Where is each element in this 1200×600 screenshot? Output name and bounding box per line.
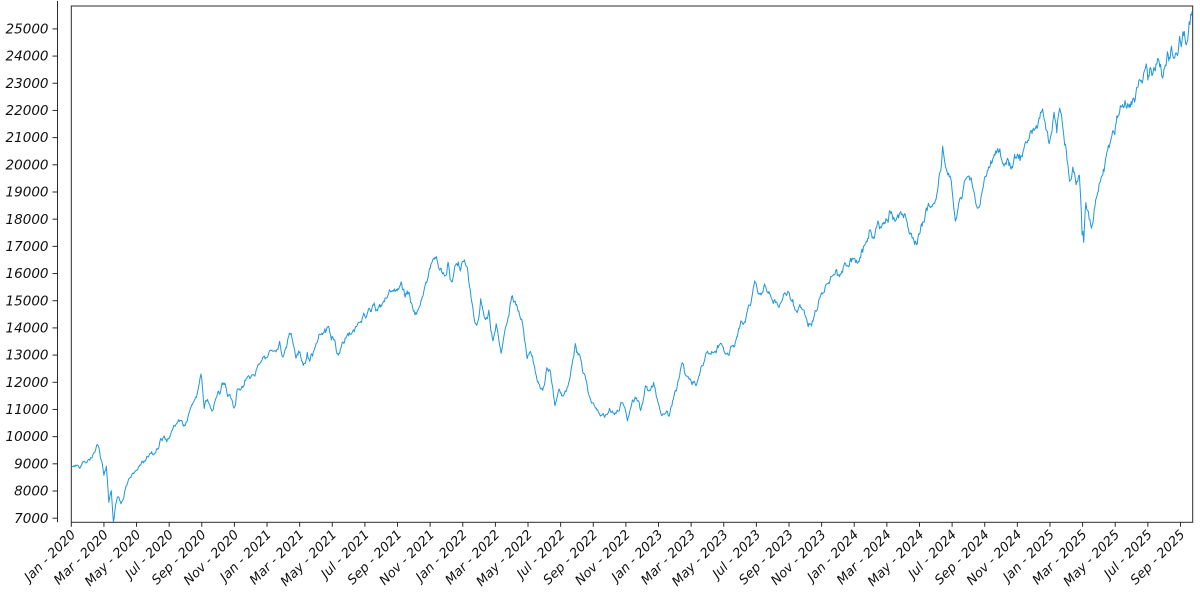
y-tick-label: 8000 [14,484,48,500]
y-tick-label: 18000 [6,212,49,228]
y-tick-label: 15000 [6,293,49,309]
y-tick-label: 9000 [14,456,48,472]
y-tick-label: 10000 [6,429,49,445]
plot-border [70,5,1194,523]
y-tick-label: 17000 [6,239,49,255]
y-tick-label: 25000 [6,21,49,37]
y-tick-label: 22000 [6,103,49,119]
y-tick-label: 24000 [6,49,49,65]
y-axis: 7000 8000 9000 10000 11000 12000 13000 14000 150… [6,1,58,527]
price-line [71,10,1193,523]
y-tick-label: 20000 [6,157,49,173]
y-tick-label: 16000 [6,266,49,282]
y-tick-label: 19000 [6,185,49,201]
y-tick-label: 7000 [14,511,48,527]
y-tick-label: 11000 [6,402,49,418]
y-tick-label: 14000 [6,321,49,337]
y-tick-label: 13000 [6,348,49,364]
y-tick-label: 23000 [6,76,49,92]
y-tick-label: 12000 [6,375,49,391]
y-tick-label: 21000 [6,130,49,146]
price-series-path [71,10,1193,523]
